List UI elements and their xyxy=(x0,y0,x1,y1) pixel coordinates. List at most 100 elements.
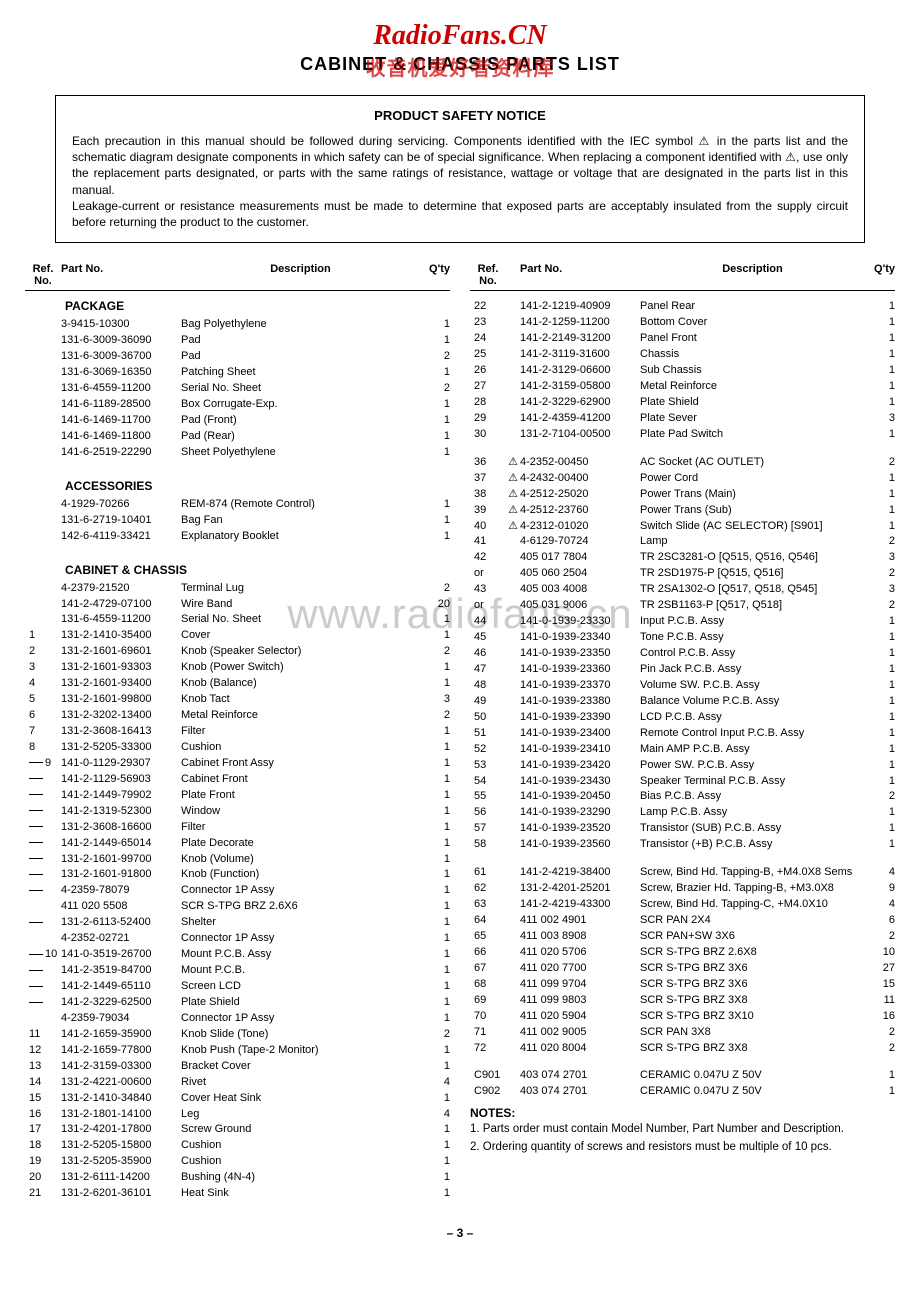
part-no: 3-9415-10300 xyxy=(61,317,181,333)
qty: 1 xyxy=(865,1068,895,1084)
ref-no: C902 xyxy=(470,1084,506,1100)
table-row: 12141-2-1659-77800Knob Push (Tape-2 Moni… xyxy=(25,1043,450,1059)
qty: 1 xyxy=(420,1011,450,1027)
description: TR 2SA1302-O [Q517, Q518, Q545] xyxy=(640,582,865,598)
table-row: 26141-2-3129-06600Sub Chassis1 xyxy=(470,363,895,379)
table-row: 141-2-3519-84700Mount P.C.B.1 xyxy=(25,963,450,979)
section-title: CABINET & CHASSIS xyxy=(65,563,450,577)
description: Metal Reinforce xyxy=(640,379,865,395)
ref-no: 19 xyxy=(25,1154,61,1170)
ref-no xyxy=(25,852,61,868)
qty: 1 xyxy=(420,740,450,756)
description: SCR S-TPG BRZ 3X8 xyxy=(640,1041,865,1057)
description: SCR PAN+SW 3X6 xyxy=(640,929,865,945)
doc-title: CABINET & CHASSIS PARTS LIST 收音机爱好者资料库 xyxy=(25,54,895,75)
safety-icon: ⚠ xyxy=(506,519,520,535)
qty: 2 xyxy=(865,598,895,614)
ref-no xyxy=(25,804,61,820)
ref-no: 14 xyxy=(25,1075,61,1091)
table-row: 20131-2-6111-14200Bushing (4N-4)1 xyxy=(25,1170,450,1186)
description: Cushion xyxy=(181,1138,420,1154)
notes-2: 2. Ordering quantity of screws and resis… xyxy=(470,1140,895,1156)
part-no: 141-2-1659-35900 xyxy=(61,1027,181,1043)
part-no: 411 099 9803 xyxy=(520,993,640,1009)
section-title: PACKAGE xyxy=(65,299,450,313)
table-row: 22141-2-1219-40909Panel Rear1 xyxy=(470,299,895,315)
part-no: 141-0-1939-23400 xyxy=(520,726,640,742)
part-no: 141-2-1219-40909 xyxy=(520,299,640,315)
ref-no: or xyxy=(470,598,506,614)
description: Control P.C.B. Assy xyxy=(640,646,865,662)
ref-no: 51 xyxy=(470,726,506,742)
parts-columns: Ref.No. Part No. Description Q'ty PACKAG… xyxy=(25,263,895,1212)
description: Balance Volume P.C.B. Assy xyxy=(640,694,865,710)
qty: 1 xyxy=(420,756,450,772)
qty: 2 xyxy=(865,929,895,945)
part-no: 131-2-4221-00600 xyxy=(61,1075,181,1091)
table-row: 49141-0-1939-23380Balance Volume P.C.B. … xyxy=(470,694,895,710)
notes-title: NOTES: xyxy=(470,1106,895,1120)
table-row: 27141-2-3159-05800Metal Reinforce1 xyxy=(470,379,895,395)
description: Cushion xyxy=(181,1154,420,1170)
table-row: 21131-2-6201-36101Heat Sink1 xyxy=(25,1186,450,1202)
description: Box Corrugate-Exp. xyxy=(181,397,420,413)
part-no: 131-2-1601-91800 xyxy=(61,867,181,883)
right-headers: Ref.No. Part No. Description Q'ty xyxy=(470,263,895,291)
table-row: C901403 074 2701CERAMIC 0.047U Z 50V1 xyxy=(470,1068,895,1084)
ref-no: 68 xyxy=(470,977,506,993)
table-row: 9141-0-1129-29307Cabinet Front Assy1 xyxy=(25,756,450,772)
table-row: 1131-2-1410-35400Cover1 xyxy=(25,628,450,644)
table-row: 39⚠4-2512-23760Power Trans (Sub)1 xyxy=(470,503,895,519)
part-no: 131-2-5205-15800 xyxy=(61,1138,181,1154)
hdr-qty: Q'ty xyxy=(865,263,895,287)
part-no: 405 031 9006 xyxy=(520,598,640,614)
safety-icon: ⚠ xyxy=(506,455,520,471)
ref-no: 6 xyxy=(25,708,61,724)
part-no: 131-2-6111-14200 xyxy=(61,1170,181,1186)
ref-no: 52 xyxy=(470,742,506,758)
ref-no: 42 xyxy=(470,550,506,566)
table-row: 141-2-1319-52300Window1 xyxy=(25,804,450,820)
qty: 1 xyxy=(420,772,450,788)
description: Pad (Rear) xyxy=(181,429,420,445)
description: SCR S-TPG BRZ 3X8 xyxy=(640,993,865,1009)
qty: 1 xyxy=(420,429,450,445)
ref-no: 49 xyxy=(470,694,506,710)
qty: 1 xyxy=(420,788,450,804)
table-row: 11141-2-1659-35900Knob Slide (Tone)2 xyxy=(25,1027,450,1043)
qty: 4 xyxy=(420,1075,450,1091)
part-no: 141-0-1939-20450 xyxy=(520,789,640,805)
description: Plate Shield xyxy=(181,995,420,1011)
qty: 1 xyxy=(865,774,895,790)
site-watermark-title: RadioFans.CN xyxy=(25,20,895,52)
description: Explanatory Booklet xyxy=(181,529,420,545)
hdr-ref: Ref.No. xyxy=(25,263,61,287)
ref-no: 62 xyxy=(470,881,506,897)
part-no: 141-2-1449-79902 xyxy=(61,788,181,804)
ref-no: 47 xyxy=(470,662,506,678)
qty: 1 xyxy=(865,347,895,363)
part-no: 141-2-2149-31200 xyxy=(520,331,640,347)
ref-no: 64 xyxy=(470,913,506,929)
description: Cabinet Front Assy xyxy=(181,756,420,772)
description: Transistor (+B) P.C.B. Assy xyxy=(640,837,865,853)
ref-no xyxy=(25,963,61,979)
description: Serial No. Sheet xyxy=(181,612,420,628)
ref-no: 43 xyxy=(470,582,506,598)
description: Cabinet Front xyxy=(181,772,420,788)
part-no: 131-2-1601-99800 xyxy=(61,692,181,708)
table-row: 54141-0-1939-23430Speaker Terminal P.C.B… xyxy=(470,774,895,790)
table-row: 142-6-4119-33421Explanatory Booklet1 xyxy=(25,529,450,545)
description: CERAMIC 0.047U Z 50V xyxy=(640,1084,865,1100)
qty: 1 xyxy=(865,315,895,331)
qty: 3 xyxy=(420,692,450,708)
table-row: 141-6-1189-28500Box Corrugate-Exp.1 xyxy=(25,397,450,413)
part-no: 141-6-1189-28500 xyxy=(61,397,181,413)
ref-no: 12 xyxy=(25,1043,61,1059)
table-row: 411 020 5508SCR S-TPG BRZ 2.6X61 xyxy=(25,899,450,915)
description: TR 2SB1163-P [Q517, Q518] xyxy=(640,598,865,614)
table-row: 131-2-3608-16600Filter1 xyxy=(25,820,450,836)
qty: 1 xyxy=(420,413,450,429)
part-no: 4-2512-25020 xyxy=(520,487,640,503)
qty: 1 xyxy=(420,628,450,644)
